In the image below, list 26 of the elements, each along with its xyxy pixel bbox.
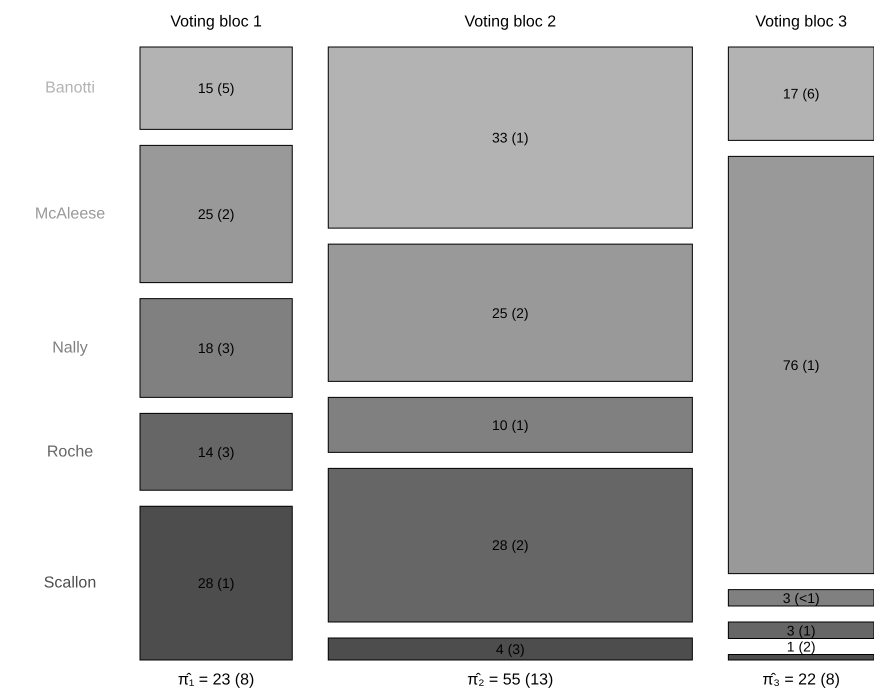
text: Roche <box>46 443 94 460</box>
data-label: 3 (1) <box>786 622 816 638</box>
data-label: 28 (2) <box>492 537 529 554</box>
data-label: 28 (1) <box>198 575 234 592</box>
data-label: π̂₁ = 23 (8) <box>178 672 254 688</box>
category-label: Voting bloc 3 <box>755 14 848 30</box>
data-label: π̂₂ = 55 (13) <box>467 672 554 688</box>
category-label: Voting bloc 1 <box>170 14 262 30</box>
data-label: 33 (1) <box>492 130 529 146</box>
text: Scallon <box>44 574 96 592</box>
data-label: 1 (2) <box>786 638 816 655</box>
data-label: 25 (2) <box>492 304 529 321</box>
data-label: 76 (1) <box>782 356 820 373</box>
text: McAleese <box>34 205 106 222</box>
text: Nally <box>52 340 88 357</box>
data-label: 4 (3) <box>496 641 525 658</box>
data-label: 25 (2) <box>198 206 234 222</box>
data-label: 10 (1) <box>492 416 529 433</box>
data-label: 15 (5) <box>198 80 234 96</box>
data-label: 18 (3) <box>198 340 234 356</box>
text: Banotti <box>45 80 95 97</box>
category-label: Voting bloc 2 <box>464 14 556 30</box>
data-label: 3 (<1) <box>782 590 820 606</box>
data-label: 14 (3) <box>198 444 234 460</box>
data-label: π̂₃ = 22 (8) <box>762 672 840 688</box>
data-label: 17 (6) <box>782 86 820 102</box>
